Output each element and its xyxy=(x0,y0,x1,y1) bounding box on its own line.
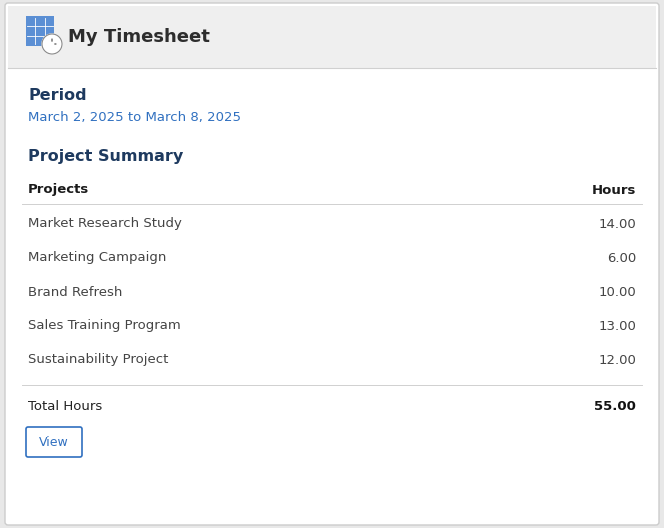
Bar xyxy=(8,6,656,68)
Text: Marketing Campaign: Marketing Campaign xyxy=(28,251,167,265)
Circle shape xyxy=(42,34,62,54)
Text: Projects: Projects xyxy=(28,184,89,196)
Text: Hours: Hours xyxy=(592,184,636,196)
Text: 10.00: 10.00 xyxy=(598,286,636,298)
Text: Period: Period xyxy=(28,89,86,103)
Text: 55.00: 55.00 xyxy=(594,401,636,413)
Text: Sales Training Program: Sales Training Program xyxy=(28,319,181,333)
Text: 12.00: 12.00 xyxy=(598,354,636,366)
Text: March 2, 2025 to March 8, 2025: March 2, 2025 to March 8, 2025 xyxy=(28,111,241,125)
Text: Total Hours: Total Hours xyxy=(28,401,102,413)
Text: Project Summary: Project Summary xyxy=(28,148,183,164)
FancyBboxPatch shape xyxy=(26,427,82,457)
Text: Sustainability Project: Sustainability Project xyxy=(28,354,169,366)
FancyBboxPatch shape xyxy=(5,3,659,525)
Text: Market Research Study: Market Research Study xyxy=(28,218,182,231)
Text: View: View xyxy=(39,436,69,448)
Text: My Timesheet: My Timesheet xyxy=(68,28,210,46)
Text: 6.00: 6.00 xyxy=(607,251,636,265)
Text: 14.00: 14.00 xyxy=(598,218,636,231)
Text: 13.00: 13.00 xyxy=(598,319,636,333)
Text: Brand Refresh: Brand Refresh xyxy=(28,286,122,298)
Bar xyxy=(26,16,54,46)
